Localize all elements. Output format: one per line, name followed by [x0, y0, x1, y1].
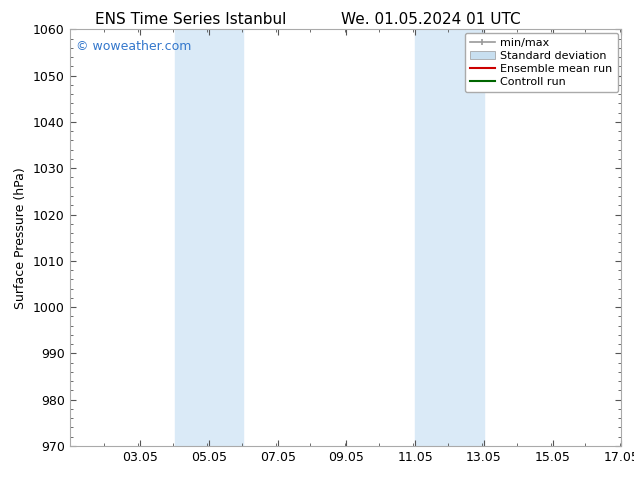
Legend: min/max, Standard deviation, Ensemble mean run, Controll run: min/max, Standard deviation, Ensemble me…	[465, 33, 618, 92]
Text: ENS Time Series Istanbul: ENS Time Series Istanbul	[94, 12, 286, 27]
Y-axis label: Surface Pressure (hPa): Surface Pressure (hPa)	[15, 167, 27, 309]
Text: © woweather.com: © woweather.com	[76, 40, 191, 53]
Text: We. 01.05.2024 01 UTC: We. 01.05.2024 01 UTC	[341, 12, 521, 27]
Bar	[415, 29, 484, 446]
Bar	[174, 29, 243, 446]
